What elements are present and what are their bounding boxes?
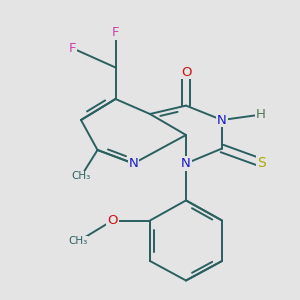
Text: N: N	[129, 157, 138, 170]
Text: S: S	[256, 156, 266, 170]
Text: H: H	[256, 108, 266, 121]
Text: CH₃: CH₃	[71, 171, 91, 182]
Text: N: N	[217, 113, 227, 127]
Text: CH₃: CH₃	[68, 236, 88, 247]
Text: O: O	[181, 65, 191, 79]
Text: O: O	[107, 214, 118, 227]
Text: N: N	[181, 157, 191, 170]
Text: F: F	[112, 26, 119, 40]
Text: F: F	[68, 41, 76, 55]
